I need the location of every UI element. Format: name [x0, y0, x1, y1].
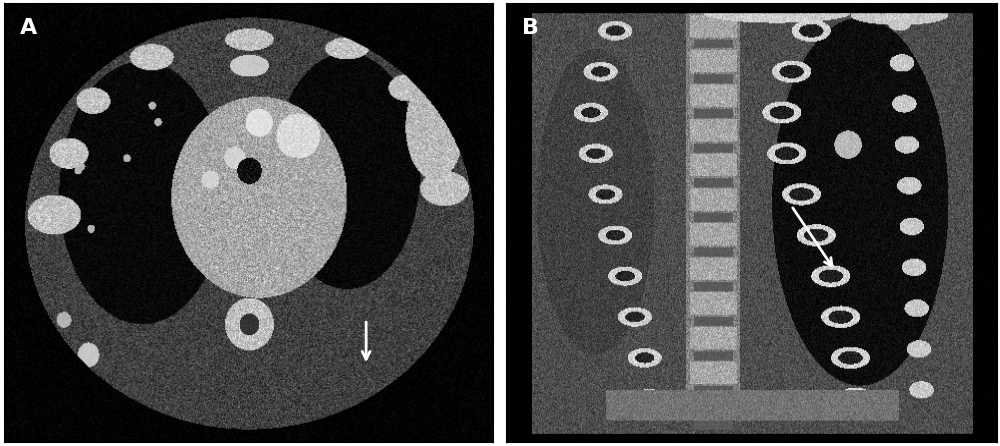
Text: A: A	[20, 17, 37, 37]
Text: B: B	[522, 17, 539, 37]
